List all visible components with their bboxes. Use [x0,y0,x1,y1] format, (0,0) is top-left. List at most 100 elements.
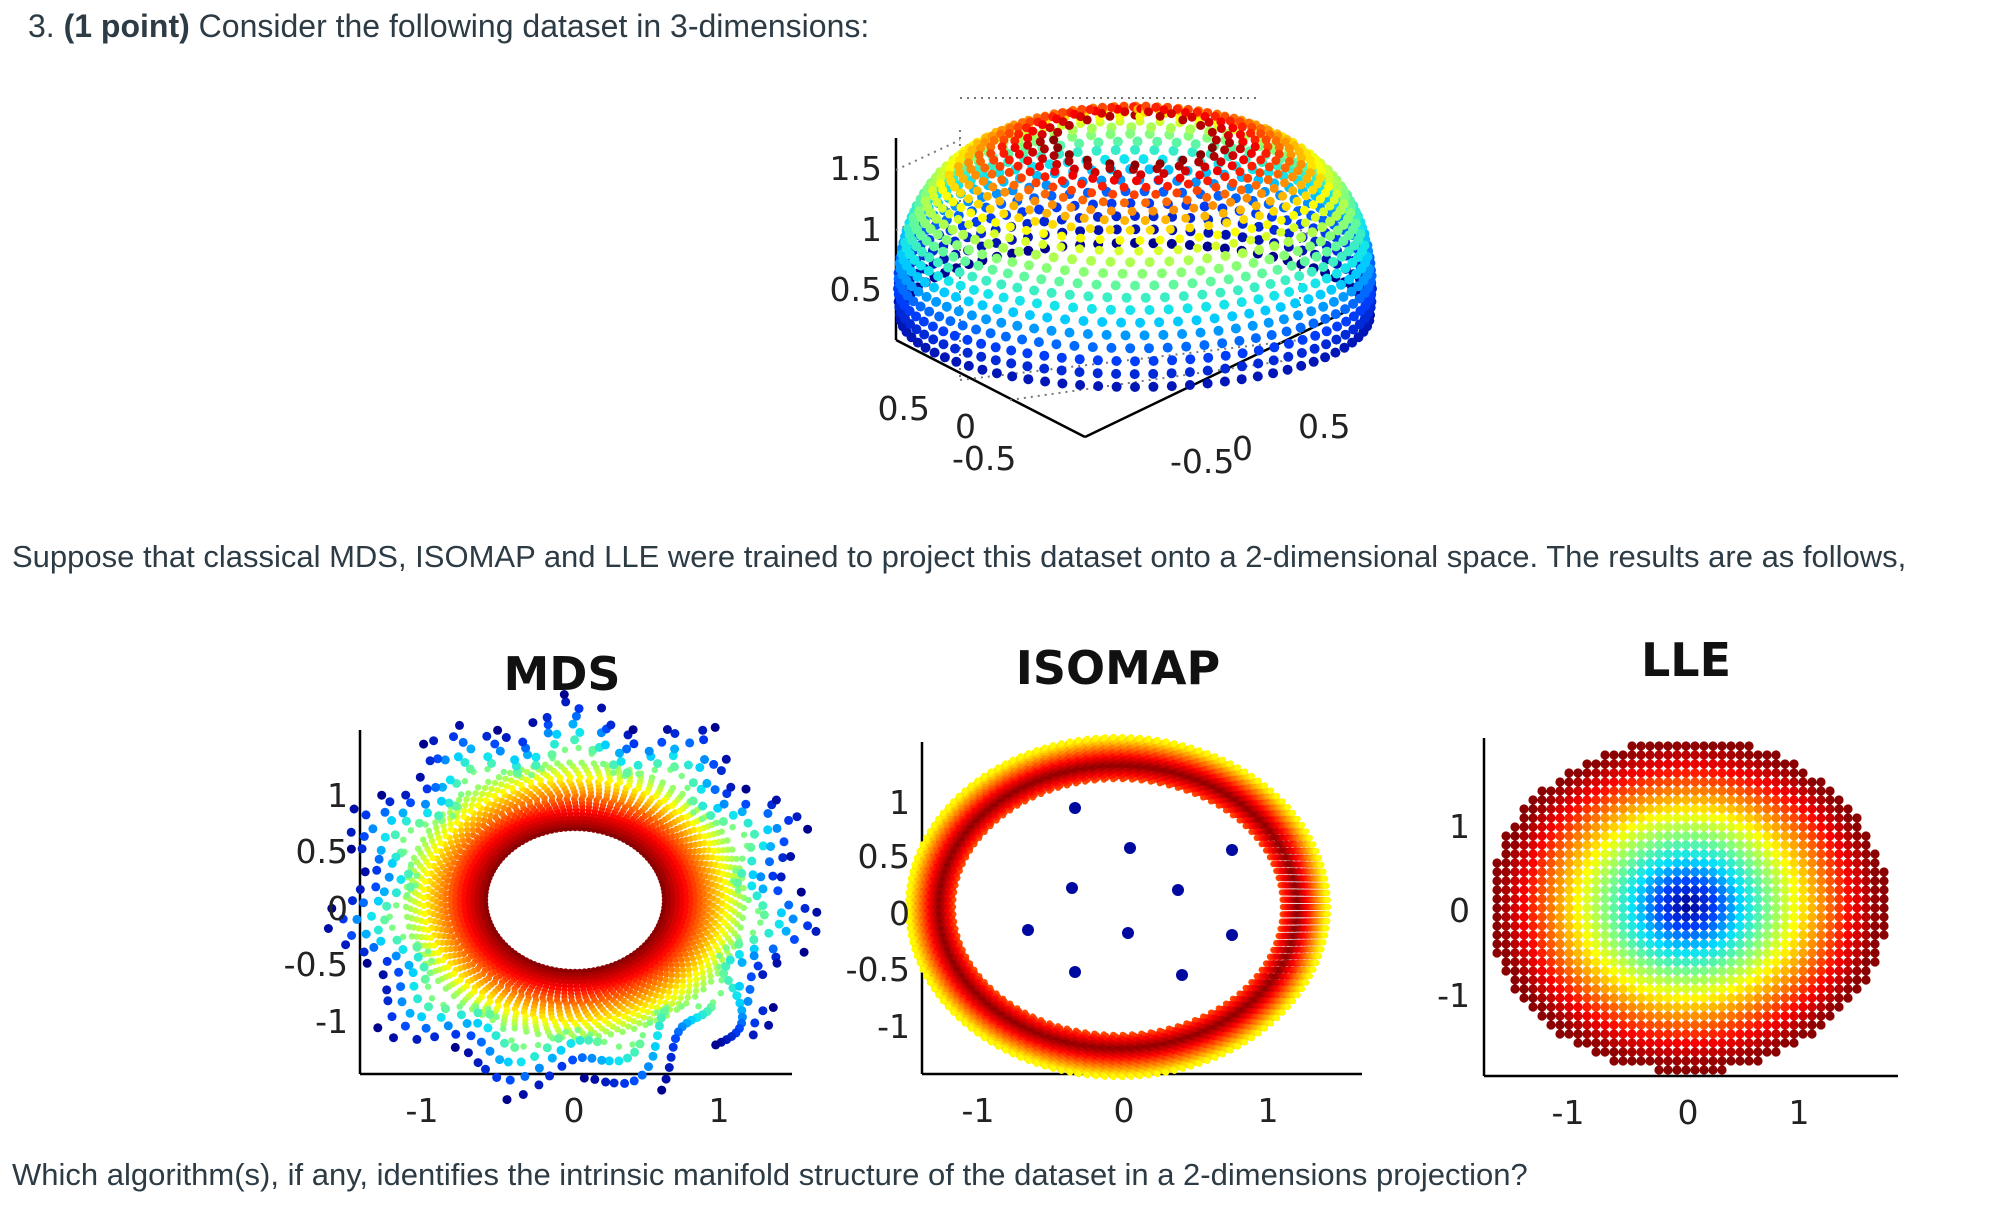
mds-point [419,739,429,749]
plot3d-point [1164,256,1175,267]
plot3d-point [1000,331,1011,342]
mds-point [764,928,774,938]
plot3d-point [1125,225,1135,235]
plot3d-point [1165,224,1175,234]
plot3d-point [963,360,974,371]
plot3d-point [1228,178,1238,188]
mds-point [488,785,495,792]
mds-point [763,825,773,835]
mds-point [609,1078,619,1088]
plot3d-point [1135,236,1145,245]
mds-point [401,816,411,826]
plot3d-point [995,196,1005,206]
plot3d-point [1205,276,1216,287]
plot3d-point [1007,257,1018,268]
mds-point [443,1021,453,1031]
mds-point [670,744,680,754]
mds-point [652,992,660,999]
plot3d-point [1225,138,1234,148]
plot3d-point [1265,279,1276,289]
mds-point [702,778,712,788]
plot3d-point [1313,179,1323,189]
plot3d-point [989,229,999,239]
plot3d-point [953,306,964,317]
plot3d-point [1132,176,1141,186]
plot3d-point [1238,137,1248,147]
plot3d-point [964,151,974,161]
plot3d-point [921,236,932,246]
plot3d-point [929,241,940,252]
plot3d-point [1192,243,1202,253]
plot3d-point [1111,368,1122,379]
plot3d-point [1260,305,1271,316]
plot3d-point [1056,365,1067,376]
mds-point [397,997,407,1007]
plot3d-point [1125,128,1136,139]
plot3d-point [990,355,1001,366]
plot3d-point [1148,356,1159,366]
mds-point [530,1052,540,1061]
mds-point [493,725,503,735]
plot3d-point [1032,170,1042,181]
mds-point [745,896,752,904]
plot3d-point [1296,232,1307,243]
plot3d-point [1099,215,1109,225]
plot3d-point [1159,105,1169,115]
mds-point [442,985,449,992]
plot3d-point [1013,122,1023,132]
mds-point [476,810,483,818]
plot3d-point [1181,108,1190,117]
plot3d-point [1007,371,1018,382]
mds-point [450,812,457,820]
mds-point [678,1003,685,1010]
mds-point [784,815,794,825]
mds-point [376,936,386,946]
plot3d-point [989,155,999,165]
mds-point [492,1073,502,1082]
plot3d-point [1125,257,1136,268]
plot3d-point [1247,320,1258,331]
plot3d-point [1120,107,1130,117]
mds-point [610,769,617,776]
plot3d-point [1014,192,1024,202]
mds-point [683,760,693,770]
plot3d-point [1112,136,1123,147]
plot3d-point [1141,198,1151,208]
plot3d-point [1226,197,1236,207]
plot3d-point [1091,279,1102,290]
plot3d-point [933,271,944,282]
mds-point [721,754,731,764]
plot3d-point [1288,186,1298,196]
plot3d-point [1040,172,1050,182]
mds-point [554,1034,563,1043]
mds-point [469,815,477,823]
mds-point [362,958,372,968]
plot3d-point [1202,253,1213,264]
mds-point [409,981,419,991]
mds-point [749,951,759,961]
plot3d-point [1346,286,1357,297]
plot3d-point [983,289,994,299]
mds-point [458,791,465,798]
mds-point [678,772,685,780]
plot3d-point [1025,205,1034,215]
plot3d-point [1087,342,1098,353]
plot3d-point [943,262,954,273]
plot3d-point [1087,188,1097,198]
mds-point [413,994,423,1004]
plot3d-point [1286,260,1297,271]
plot3d-point [1106,206,1116,216]
plot3d-point [1330,241,1341,252]
plot3d-point [1163,304,1174,315]
plot3d-point [1311,251,1322,262]
plot3d-point [1149,145,1160,156]
mds-point [601,1038,608,1046]
plot3d-point [1077,104,1087,114]
plot3d-point [991,368,1002,379]
plot3d-point [1182,303,1193,314]
plot3d-point [1321,188,1330,198]
mds-point [668,971,675,979]
plot3d-point [1039,229,1048,238]
mds-point [382,956,392,966]
plot3d-point [1211,135,1221,145]
